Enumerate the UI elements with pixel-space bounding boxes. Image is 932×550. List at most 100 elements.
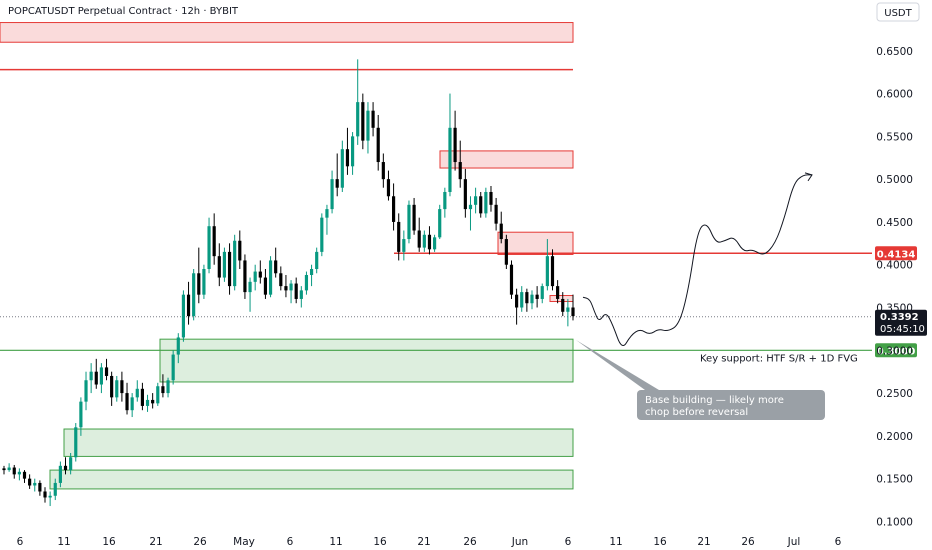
candle-body	[417, 230, 421, 248]
callout-text-line1: Base building — likely more	[645, 395, 784, 406]
candle-body	[12, 467, 16, 475]
candle-body	[407, 204, 411, 240]
candle	[330, 170, 334, 214]
candle-body	[202, 269, 206, 295]
current-price-label: 0.3392	[880, 312, 919, 323]
candle-body	[63, 465, 68, 471]
candle-body	[130, 397, 134, 411]
candle	[192, 269, 196, 321]
candle	[381, 153, 385, 188]
candle	[197, 247, 201, 304]
candle-body	[458, 162, 462, 180]
candle-body	[509, 264, 514, 295]
candle	[89, 363, 93, 394]
candle	[509, 260, 514, 299]
candle-body	[7, 467, 11, 471]
candle	[38, 480, 42, 496]
candle	[279, 266, 283, 291]
candle	[458, 140, 462, 188]
candle-body	[520, 292, 524, 308]
candle-body	[299, 290, 303, 299]
candle	[53, 478, 57, 501]
candle	[494, 197, 498, 231]
candle	[17, 468, 21, 481]
candle-body	[38, 482, 42, 492]
candle-body	[463, 179, 467, 210]
candle	[422, 230, 426, 252]
x-tick-label: 6	[17, 536, 24, 548]
candle-body	[58, 465, 62, 483]
candle	[166, 377, 170, 398]
candle	[151, 393, 155, 409]
candle-body	[268, 260, 273, 295]
candle	[253, 264, 257, 291]
current-price-tag	[875, 309, 927, 336]
candle	[104, 358, 109, 381]
y-tick-label: 0.5500	[876, 131, 913, 143]
candle-body	[48, 495, 52, 498]
candle	[222, 247, 227, 282]
candle	[515, 288, 519, 325]
candle-body	[212, 226, 216, 257]
candle	[263, 269, 268, 299]
candle	[79, 397, 83, 436]
candle	[176, 333, 180, 364]
candle-body	[197, 273, 201, 295]
candle-body	[479, 196, 483, 214]
candle	[294, 277, 298, 304]
candle-body	[238, 240, 242, 261]
candle	[248, 277, 252, 312]
candle	[284, 274, 288, 298]
candle	[12, 464, 16, 479]
support-zone	[49, 469, 574, 490]
candle	[125, 382, 129, 415]
currency-button-label: USDT	[884, 8, 912, 19]
candle-body	[233, 240, 237, 287]
candle	[233, 234, 237, 291]
callout-pointer	[576, 340, 659, 390]
projection-arrow-head	[804, 172, 813, 182]
x-tick-label: 21	[149, 536, 162, 548]
candle-body	[104, 367, 109, 376]
currency-button[interactable]	[876, 2, 920, 22]
candle	[69, 452, 73, 475]
candle-body	[289, 283, 293, 291]
candle-body	[427, 234, 432, 250]
candle-body	[227, 251, 232, 287]
candle-body	[535, 294, 539, 299]
candle	[227, 243, 232, 295]
candle	[371, 102, 375, 137]
candle-body	[222, 251, 227, 278]
candle-body	[438, 209, 442, 238]
candle-body	[366, 110, 370, 141]
candle-body	[530, 294, 534, 304]
candle	[268, 256, 273, 298]
candle	[289, 280, 293, 304]
candle-body	[99, 367, 103, 385]
price-tag-04134-label: 0.4134	[877, 249, 916, 260]
candle	[94, 358, 98, 389]
candle-body	[69, 457, 73, 471]
candle-body	[545, 256, 549, 287]
price-tag-03000	[875, 343, 917, 358]
candle	[361, 93, 365, 150]
resistance-zone	[497, 231, 574, 255]
candle-body	[540, 286, 544, 299]
candle	[207, 217, 211, 274]
candle	[350, 132, 355, 175]
candle-body	[284, 286, 288, 291]
candle-body	[217, 256, 221, 278]
candle-body	[22, 471, 27, 479]
candle-body	[263, 277, 268, 295]
candle	[391, 183, 396, 231]
callout-text-line2: chop before reversal	[645, 407, 748, 418]
x-tick-label: 21	[417, 536, 430, 548]
candle	[28, 474, 32, 489]
candle-body	[340, 149, 344, 188]
candle	[130, 393, 134, 418]
candle	[325, 204, 329, 235]
price-tag-04134	[875, 246, 917, 261]
x-tick-label: 21	[697, 536, 710, 548]
